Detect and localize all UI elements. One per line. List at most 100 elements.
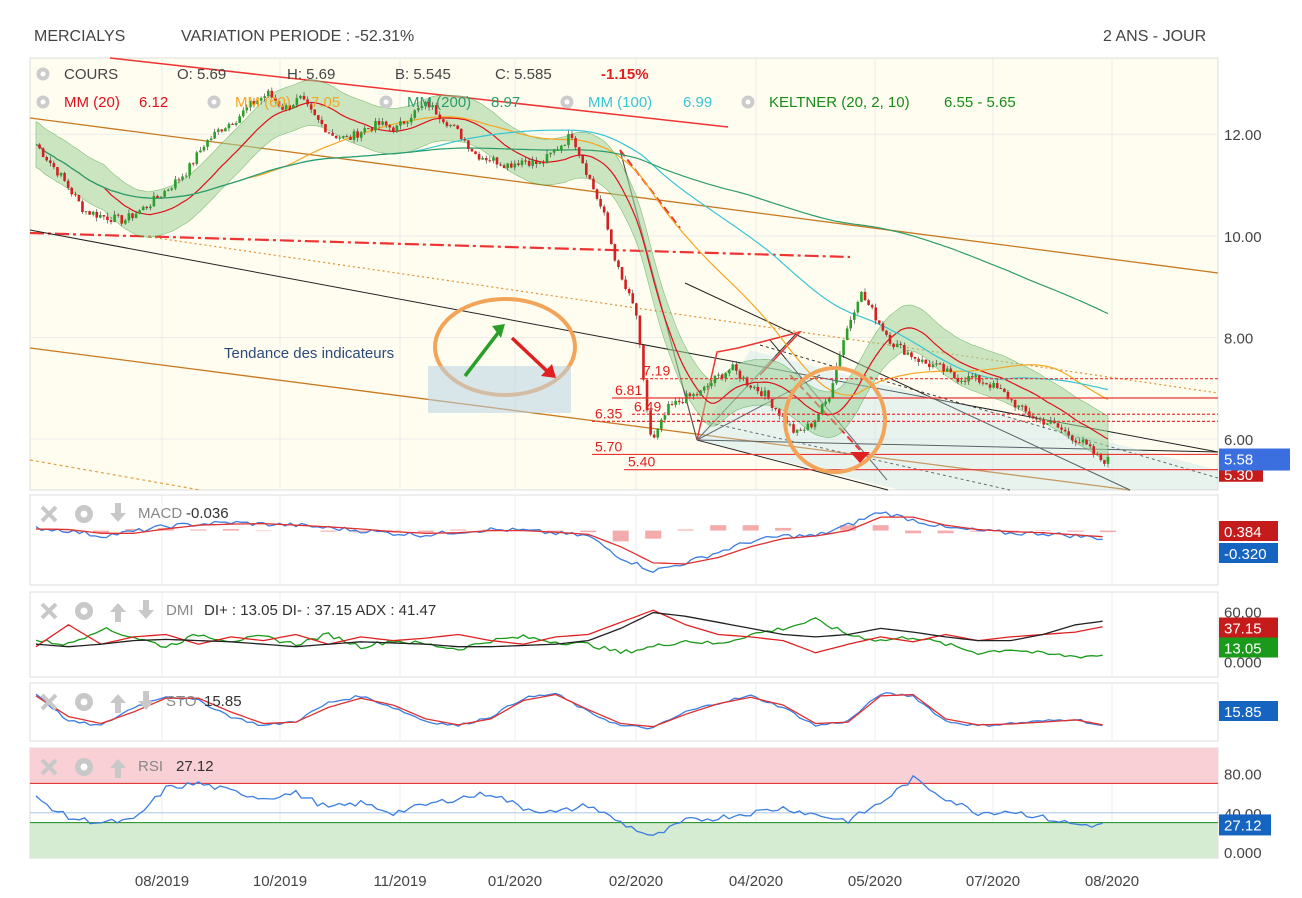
panel-value: 15.85 xyxy=(204,693,242,710)
close-icon[interactable] xyxy=(40,602,58,620)
close-icon[interactable] xyxy=(40,505,58,523)
candle-body xyxy=(549,152,552,155)
candle-body xyxy=(131,213,134,219)
candle-body xyxy=(452,124,456,126)
gear-icon[interactable] xyxy=(379,95,393,109)
candle-body xyxy=(427,101,431,108)
candle-body xyxy=(106,216,109,221)
candle-body xyxy=(417,108,420,111)
x-tick-label: 01/2020 xyxy=(488,873,542,890)
panel-title: MACD xyxy=(138,505,182,522)
mm200-value: 8.97 xyxy=(491,94,520,111)
candle-body xyxy=(820,404,824,415)
candle-body xyxy=(206,140,209,147)
value-tag-bg xyxy=(1219,543,1278,563)
candle-body xyxy=(763,390,767,397)
arrow-up-icon[interactable] xyxy=(110,694,126,713)
candle-body xyxy=(660,419,663,429)
candle-body xyxy=(174,179,177,189)
macd-histogram-bar xyxy=(320,530,337,532)
arrow-down-icon[interactable] xyxy=(110,503,126,522)
macd-histogram-bar xyxy=(905,530,922,534)
candle-body xyxy=(377,121,381,125)
candle-body xyxy=(395,125,399,132)
candle-body xyxy=(374,121,377,131)
candle-body xyxy=(963,380,967,382)
candle-body xyxy=(670,403,674,405)
arrow-up-icon[interactable] xyxy=(110,759,126,778)
series-d xyxy=(35,693,1103,728)
value-tag-bg xyxy=(1219,814,1271,836)
macd-histogram-bar xyxy=(612,530,629,542)
candle-body xyxy=(1106,456,1110,464)
panel-title: DMI xyxy=(166,602,194,619)
gear-icon[interactable] xyxy=(36,67,50,81)
macd-histogram-bar xyxy=(125,528,142,531)
candle-body xyxy=(817,414,820,421)
macd-histogram-bar xyxy=(190,529,207,531)
gear-icon[interactable] xyxy=(75,505,93,523)
period-label[interactable]: 2 ANS - JOUR xyxy=(1103,28,1207,45)
candle-body xyxy=(517,163,520,166)
candle-body xyxy=(274,97,277,102)
panel-value: 27.12 xyxy=(176,758,214,775)
gear-icon[interactable] xyxy=(560,95,574,109)
candle-body xyxy=(556,149,560,151)
candle-body xyxy=(802,429,806,431)
arrow-down-icon[interactable] xyxy=(138,691,154,710)
candle-body xyxy=(134,213,138,219)
y-tick-label: 6.00 xyxy=(1224,432,1253,449)
gear-icon[interactable] xyxy=(75,602,93,620)
macd-histogram-bar xyxy=(547,530,564,532)
price-level-lines: 7.196.816.49 6.35 5.70 5.40 xyxy=(592,363,1218,471)
candle-body xyxy=(456,125,459,129)
arrow-down-icon[interactable] xyxy=(138,600,154,619)
candle-body xyxy=(1017,405,1020,408)
gear-icon[interactable] xyxy=(75,693,93,711)
candle-body xyxy=(277,101,281,107)
gear-icon[interactable] xyxy=(36,95,50,109)
candle-body xyxy=(1085,439,1088,445)
candle-body xyxy=(170,188,174,190)
candle-body xyxy=(1103,460,1106,464)
indicator-panel-sto: STO 15.85 15.85 xyxy=(29,682,1278,742)
candle-body xyxy=(667,403,670,416)
candle-body xyxy=(645,379,649,411)
macd-histogram-bar xyxy=(710,525,727,531)
mm60-value: 7.05 xyxy=(311,94,340,111)
change-value: -1.15% xyxy=(601,66,649,83)
close-icon[interactable] xyxy=(40,693,58,711)
candle-body xyxy=(1074,440,1078,443)
value-tag: 60.00 xyxy=(1224,605,1262,622)
candle-body xyxy=(1038,418,1042,420)
candle-body xyxy=(731,364,735,371)
open-value: O: 5.69 xyxy=(177,66,226,83)
gear-icon[interactable] xyxy=(741,95,755,109)
down-arrow-icon xyxy=(510,336,550,374)
candle-body xyxy=(878,320,881,324)
close-icon[interactable] xyxy=(40,758,58,776)
gear-icon[interactable] xyxy=(75,758,93,776)
macd-histogram-bar xyxy=(1035,530,1052,532)
candle-body xyxy=(792,424,795,433)
mm200-line xyxy=(35,143,1109,315)
macd-histogram-bar xyxy=(417,530,434,533)
macd-histogram-bar xyxy=(840,525,857,531)
gear-icon[interactable] xyxy=(207,95,221,109)
candle-body xyxy=(424,101,427,107)
candle-body xyxy=(191,163,195,165)
candle-body xyxy=(599,198,602,207)
candle-body xyxy=(906,352,910,355)
annotation-text: Tendance des indicateurs xyxy=(224,345,394,362)
price-panel xyxy=(29,57,1219,491)
candle-body xyxy=(1088,444,1092,447)
candle-body xyxy=(495,157,499,165)
candle-body xyxy=(774,407,777,410)
candle-body xyxy=(938,363,942,365)
candle-body xyxy=(91,211,95,215)
arrow-up-icon[interactable] xyxy=(110,603,126,622)
series-rsi xyxy=(35,774,1103,836)
candle-body xyxy=(370,128,374,131)
rsi-value-tag: 27.12 xyxy=(1224,817,1262,834)
candle-body xyxy=(95,211,99,218)
